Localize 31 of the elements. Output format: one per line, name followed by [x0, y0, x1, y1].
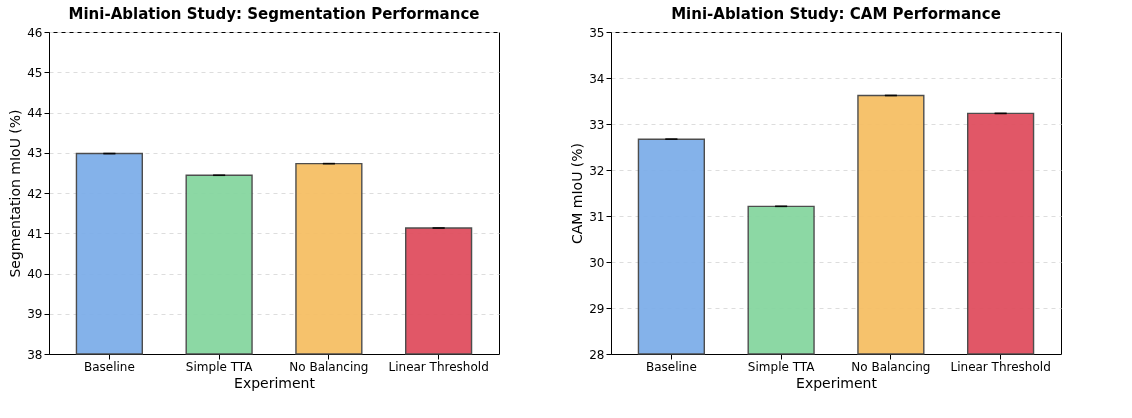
y-tick-label: 28: [589, 347, 605, 362]
y-tick-label: 40: [27, 267, 43, 281]
x-tick-label: Linear Threshold: [388, 359, 489, 374]
x-tick-label: Simple TTA: [185, 359, 254, 374]
x-tick-label: Baseline: [83, 359, 135, 374]
x-tick-label: Simple TTA: [747, 359, 816, 374]
y-tick-label: 46: [27, 25, 43, 40]
y-tick-label: 43: [27, 146, 43, 161]
y-tick-label: 38: [27, 347, 43, 362]
chart-title: Mini-Ablation Study: Segmentation Performance: [68, 5, 480, 23]
y-tick-label: 35: [589, 25, 605, 40]
y-tick-label: 33: [589, 117, 605, 132]
chart-title: Mini-Ablation Study: CAM Performance: [671, 5, 1001, 23]
y-axis-title: Segmentation mIoU (%): [7, 109, 24, 278]
y-tick-label: 34: [589, 71, 605, 86]
y-tick-label: 42: [27, 186, 43, 201]
x-tick-label: Baseline: [645, 359, 697, 374]
x-tick-label: No Balancing: [851, 359, 931, 374]
y-axis-title: CAM mIoU (%): [569, 142, 586, 245]
y-tick-label: 29: [589, 301, 605, 316]
y-tick-label: 41: [27, 226, 43, 241]
x-tick-label: No Balancing: [289, 359, 369, 374]
y-tick-label: 45: [27, 65, 43, 80]
y-tick-label: 39: [27, 307, 43, 322]
x-axis-title: Experiment: [234, 374, 316, 391]
x-axis-title: Experiment: [796, 374, 878, 391]
y-tick-label: 44: [27, 106, 43, 120]
y-tick-label: 32: [589, 163, 605, 178]
x-tick-label: Linear Threshold: [950, 359, 1051, 374]
y-tick-label: 30: [589, 255, 605, 270]
y-tick-label: 31: [589, 209, 605, 224]
